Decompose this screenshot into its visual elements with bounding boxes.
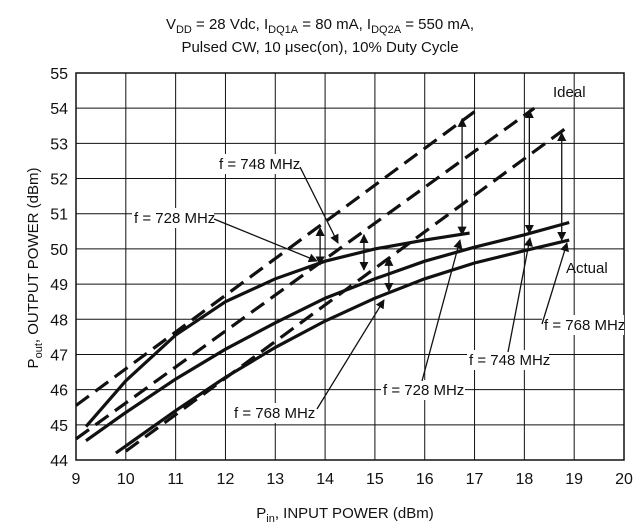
annotation-f748-right: f = 748 MHz: [469, 352, 550, 369]
plot-frame: [75, 72, 625, 461]
annotation-actual: Actual: [566, 260, 608, 277]
x-tick-label: 16: [416, 471, 434, 488]
y-tick-label: 49: [50, 277, 68, 294]
y-tick-label: 45: [50, 418, 68, 435]
gap-arrows: [315, 109, 567, 293]
chart-title-line1: VDD = 28 Vdc, IDQ1A = 80 mA, IDQ2A = 550…: [166, 16, 474, 36]
x-tick-labels: 9 10 11 12 13 14 15 16 17 18 19 20: [72, 471, 633, 488]
x-tick-label: 19: [565, 471, 583, 488]
x-tick-label: 15: [366, 471, 384, 488]
actual-curve-5: [114, 238, 570, 455]
y-tick-label: 44: [50, 453, 68, 470]
y-tick-label: 47: [50, 347, 68, 364]
leader-f728-left: [213, 218, 318, 263]
y-tick-label: 55: [50, 66, 68, 83]
actual-curve-3: [84, 231, 470, 428]
chart-title-line2: Pulsed CW, 10 μsec(on), 10% Duty Cycle: [181, 39, 458, 56]
annotation-ideal: Ideal: [553, 84, 586, 101]
leader-f748-upper: [299, 166, 339, 244]
series-layer: [75, 106, 571, 455]
grid: [76, 73, 624, 460]
y-axis-label: Pout, OUTPUT POWER (dBm): [25, 168, 45, 369]
annotation-f748-upper: f = 748 MHz: [219, 156, 300, 173]
annotations: Ideal Actual f = 748 MHz f = 728 MHz f =…: [132, 84, 625, 423]
y-tick-label: 46: [50, 383, 68, 400]
x-tick-label: 20: [615, 471, 633, 488]
x-tick-label: 11: [167, 471, 184, 488]
annotation-f768-lower: f = 768 MHz: [234, 405, 315, 422]
y-tick-label: 50: [50, 242, 68, 259]
annotation-f768-right: f = 768 MHz: [544, 317, 625, 334]
x-tick-label: 9: [72, 471, 81, 488]
y-tick-label: 52: [50, 172, 68, 189]
x-tick-label: 17: [466, 471, 484, 488]
annotation-f728-left: f = 728 MHz: [134, 210, 215, 227]
actual-curve-4: [85, 220, 570, 443]
y-tick-labels: 44 45 46 47 48 49 50 51 52 53 54 55: [50, 66, 68, 470]
y-tick-label: 48: [50, 312, 68, 329]
x-tick-label: 14: [316, 471, 334, 488]
leader-f768-right: [541, 242, 569, 325]
x-tick-label: 13: [266, 471, 284, 488]
y-tick-label: 54: [50, 101, 68, 118]
y-tick-label: 53: [50, 136, 68, 153]
leader-f728-right: [421, 239, 463, 382]
x-tick-label: 10: [117, 471, 135, 488]
leader-f748-right: [507, 237, 533, 353]
x-axis-label: Pin, INPUT POWER (dBm): [256, 505, 433, 525]
x-tick-label: 12: [217, 471, 235, 488]
leader-f768-lower: [316, 299, 385, 410]
y-tick-label: 51: [50, 207, 68, 224]
x-tick-label: 18: [515, 471, 533, 488]
annotation-f728-right: f = 728 MHz: [383, 382, 464, 399]
ideal-line-0: [75, 110, 476, 407]
